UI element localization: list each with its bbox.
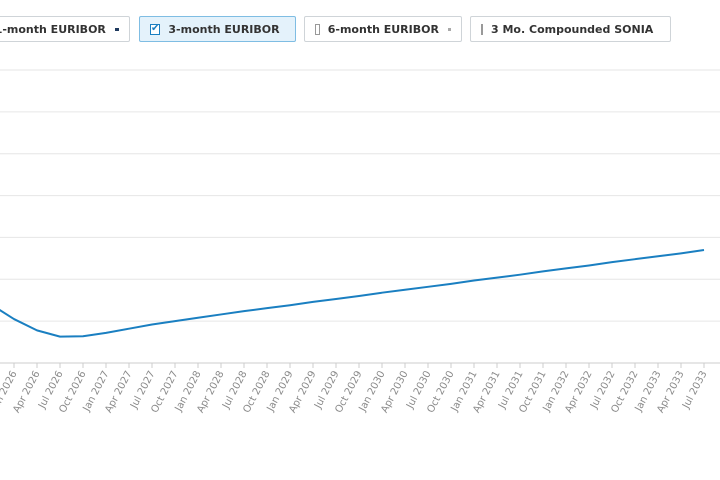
legend-label: 3-month EURIBOR	[168, 22, 280, 36]
legend-swatch	[447, 27, 451, 31]
legend-label: 1-month EURIBOR	[0, 22, 106, 36]
checkbox[interactable]	[315, 23, 320, 35]
legend-label: 3 Mo. Compounded SONIA	[491, 22, 654, 36]
legend-item[interactable]: ✔ 3-month EURIBOR	[139, 16, 296, 42]
checkbox[interactable]: ✔	[150, 23, 161, 35]
legend-item[interactable]: 1-month EURIBOR	[0, 16, 130, 42]
line	[0, 248, 705, 338]
legend-item[interactable]: 3 Mo. Compounded SONIA	[470, 16, 671, 42]
checkbox[interactable]	[481, 23, 483, 35]
legend-swatch	[114, 27, 119, 31]
legend-label: 6-month EURIBOR	[327, 22, 439, 36]
legend-item[interactable]: 6-month EURIBOR	[304, 16, 462, 42]
